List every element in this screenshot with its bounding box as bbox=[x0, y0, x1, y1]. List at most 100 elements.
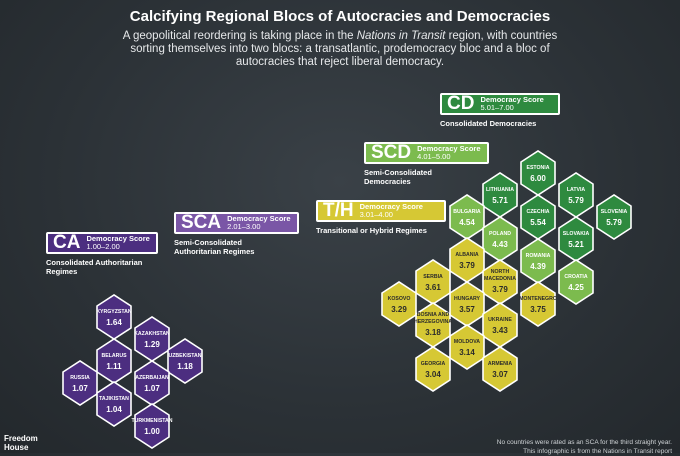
category-ca: CA Democracy Score 1.00–2.00 Consolidated… bbox=[46, 232, 158, 276]
country-hex: ARMENIA 3.07 bbox=[482, 345, 518, 393]
country-name: ESTONIA bbox=[527, 165, 550, 171]
country-score: 1.18 bbox=[177, 362, 193, 371]
country-score: 1.29 bbox=[144, 340, 160, 349]
country-name: HERZEGOVINA bbox=[414, 319, 452, 325]
country-name: RUSSIA bbox=[70, 375, 90, 381]
country-score: 3.61 bbox=[425, 283, 441, 292]
country-score: 3.07 bbox=[492, 370, 508, 379]
country-score: 6.00 bbox=[530, 174, 546, 183]
country-hex: POLAND 4.43 bbox=[482, 215, 518, 263]
category-abbr: CA bbox=[53, 232, 81, 253]
country-hex: UKRAINE 3.43 bbox=[482, 301, 518, 349]
country-score: 1.07 bbox=[72, 384, 88, 393]
freedom-house-logo: Freedom House bbox=[4, 434, 38, 452]
country-score: 5.71 bbox=[492, 196, 508, 205]
country-name: LITHUANIA bbox=[486, 187, 514, 193]
hex-shape bbox=[520, 149, 556, 197]
country-hex: BELARUS 1.11 bbox=[96, 337, 132, 385]
country-score: 4.39 bbox=[530, 262, 546, 271]
country-score: 4.43 bbox=[492, 240, 508, 249]
country-score: 1.04 bbox=[106, 405, 122, 414]
country-name: ALBANIA bbox=[455, 252, 479, 258]
hex-shape bbox=[381, 280, 417, 328]
country-hex: MOLDOVA 3.14 bbox=[449, 323, 485, 371]
country-score: 3.14 bbox=[459, 348, 475, 357]
country-name: SLOVAKIA bbox=[563, 231, 590, 237]
category-cd-badge: CD Democracy Score 5.01–7.00 bbox=[440, 93, 560, 115]
country-score: 3.57 bbox=[459, 305, 475, 314]
country-hex: BULGARIA 4.54 bbox=[449, 193, 485, 241]
country-score: 3.29 bbox=[391, 305, 407, 314]
country-name: CROATIA bbox=[564, 274, 587, 280]
hex-shape bbox=[520, 280, 556, 328]
category-name: Semi-Consolidated Authoritarian Regimes bbox=[174, 238, 255, 256]
country-name: GEORGIA bbox=[421, 361, 446, 367]
country-hex: AZERBAIJAN 1.07 bbox=[134, 359, 170, 407]
country-hex: ROMANIA 4.39 bbox=[520, 237, 556, 285]
hex-shape bbox=[520, 237, 556, 285]
category-cd: CD Democracy Score 5.01–7.00 Consolidated… bbox=[440, 93, 560, 128]
category-score: Democracy Score 1.00–2.00 bbox=[86, 234, 150, 251]
country-hex: KAZAKHSTAN 1.29 bbox=[134, 315, 170, 363]
category-sca: SCA Democracy Score 2.01–3.00 Semi-Consol… bbox=[174, 212, 299, 256]
hex-shape bbox=[167, 337, 203, 385]
country-score: 5.79 bbox=[568, 196, 584, 205]
country-hex: SLOVAKIA 5.21 bbox=[558, 215, 594, 263]
country-hex: CZECHIA 5.54 bbox=[520, 193, 556, 241]
category-ca-badge: CA Democracy Score 1.00–2.00 bbox=[46, 232, 158, 254]
country-name: UZBEKISTAN bbox=[168, 353, 201, 359]
country-name: HUNGARY bbox=[454, 296, 481, 302]
hex-shape bbox=[558, 171, 594, 219]
country-name: MONTENEGRO bbox=[519, 296, 557, 302]
hex-shape bbox=[482, 301, 518, 349]
category-name: Consolidated Authoritarian Regimes bbox=[46, 258, 143, 276]
hex-shape bbox=[482, 258, 518, 306]
footnote: No countries were rated as an SCA for th… bbox=[496, 439, 672, 455]
country-score: 3.43 bbox=[492, 326, 508, 335]
country-score: 4.54 bbox=[459, 218, 475, 227]
country-name: UKRAINE bbox=[488, 317, 512, 323]
category-abbr: T/H bbox=[323, 200, 354, 221]
hex-shape bbox=[62, 359, 98, 407]
country-score: 1.00 bbox=[144, 427, 160, 436]
country-name: ARMENIA bbox=[488, 361, 512, 367]
country-hex: TURKMENISTAN 1.00 bbox=[131, 402, 173, 450]
country-hex: RUSSIA 1.07 bbox=[62, 359, 98, 407]
hex-shape bbox=[96, 380, 132, 428]
hex-shape bbox=[482, 171, 518, 219]
category-score: Democracy Score 4.01–5.00 bbox=[417, 144, 481, 161]
country-hex: LATVIA 5.79 bbox=[558, 171, 594, 219]
country-score: 5.79 bbox=[606, 218, 622, 227]
country-name: NORTH bbox=[491, 269, 510, 275]
category-scd: SCD Democracy Score 4.01–5.00 Semi-Consol… bbox=[364, 142, 489, 186]
hex-shape bbox=[415, 301, 451, 349]
country-score: 5.21 bbox=[568, 240, 584, 249]
country-name: AZERBAIJAN bbox=[135, 375, 169, 381]
hex-shape bbox=[449, 280, 485, 328]
country-score: 1.11 bbox=[106, 362, 122, 371]
country-name: ROMANIA bbox=[526, 253, 551, 259]
country-name: TURKMENISTAN bbox=[131, 418, 172, 424]
category-scd-badge: SCD Democracy Score 4.01–5.00 bbox=[364, 142, 489, 164]
hex-shape bbox=[482, 345, 518, 393]
hex-shape bbox=[449, 193, 485, 241]
hex-shape bbox=[415, 258, 451, 306]
category-name: Consolidated Democracies bbox=[440, 119, 537, 128]
category-abbr: SCD bbox=[371, 142, 412, 163]
hex-shape bbox=[134, 359, 170, 407]
country-hex: TAJIKISTAN 1.04 bbox=[96, 380, 132, 428]
country-hex: GEORGIA 3.04 bbox=[415, 345, 451, 393]
country-score: 3.79 bbox=[492, 285, 508, 294]
country-name: BULGARIA bbox=[453, 209, 481, 215]
country-name: BELARUS bbox=[101, 353, 127, 359]
country-name: BOSNIA AND bbox=[417, 312, 450, 318]
country-name: SERBIA bbox=[423, 274, 443, 280]
hex-shape bbox=[520, 193, 556, 241]
country-name: KOSOVO bbox=[388, 296, 411, 302]
hex-shape bbox=[449, 236, 485, 284]
country-hex: LITHUANIA 5.71 bbox=[482, 171, 518, 219]
country-score: 5.54 bbox=[530, 218, 546, 227]
country-score: 1.64 bbox=[106, 318, 122, 327]
